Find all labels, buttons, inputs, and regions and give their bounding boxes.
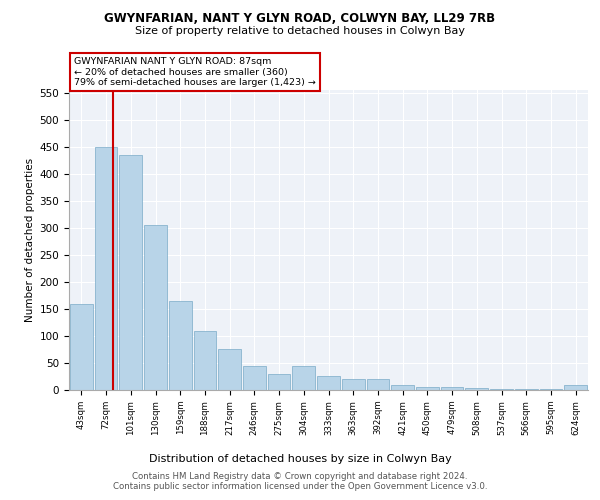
Bar xyxy=(169,301,191,390)
Bar xyxy=(515,389,538,390)
Bar xyxy=(564,384,587,390)
Bar xyxy=(144,225,167,390)
Text: GWYNFARIAN NANT Y GLYN ROAD: 87sqm
← 20% of detached houses are smaller (360)
79: GWYNFARIAN NANT Y GLYN ROAD: 87sqm ← 20%… xyxy=(74,57,316,87)
Bar xyxy=(95,147,118,390)
Text: Contains public sector information licensed under the Open Government Licence v3: Contains public sector information licen… xyxy=(113,482,487,491)
Bar xyxy=(466,388,488,390)
Text: Distribution of detached houses by size in Colwyn Bay: Distribution of detached houses by size … xyxy=(149,454,451,464)
Bar xyxy=(243,366,266,390)
Bar xyxy=(119,155,142,390)
Bar xyxy=(416,388,439,390)
Bar xyxy=(367,379,389,390)
Bar xyxy=(441,388,463,390)
Bar xyxy=(317,376,340,390)
Bar xyxy=(292,366,315,390)
Text: GWYNFARIAN, NANT Y GLYN ROAD, COLWYN BAY, LL29 7RB: GWYNFARIAN, NANT Y GLYN ROAD, COLWYN BAY… xyxy=(104,12,496,26)
Bar xyxy=(342,379,365,390)
Bar xyxy=(268,374,290,390)
Bar xyxy=(218,350,241,390)
Y-axis label: Number of detached properties: Number of detached properties xyxy=(25,158,35,322)
Bar xyxy=(490,389,513,390)
Bar xyxy=(539,389,562,390)
Bar xyxy=(70,304,93,390)
Text: Size of property relative to detached houses in Colwyn Bay: Size of property relative to detached ho… xyxy=(135,26,465,36)
Bar xyxy=(391,384,414,390)
Text: Contains HM Land Registry data © Crown copyright and database right 2024.: Contains HM Land Registry data © Crown c… xyxy=(132,472,468,481)
Bar xyxy=(194,330,216,390)
